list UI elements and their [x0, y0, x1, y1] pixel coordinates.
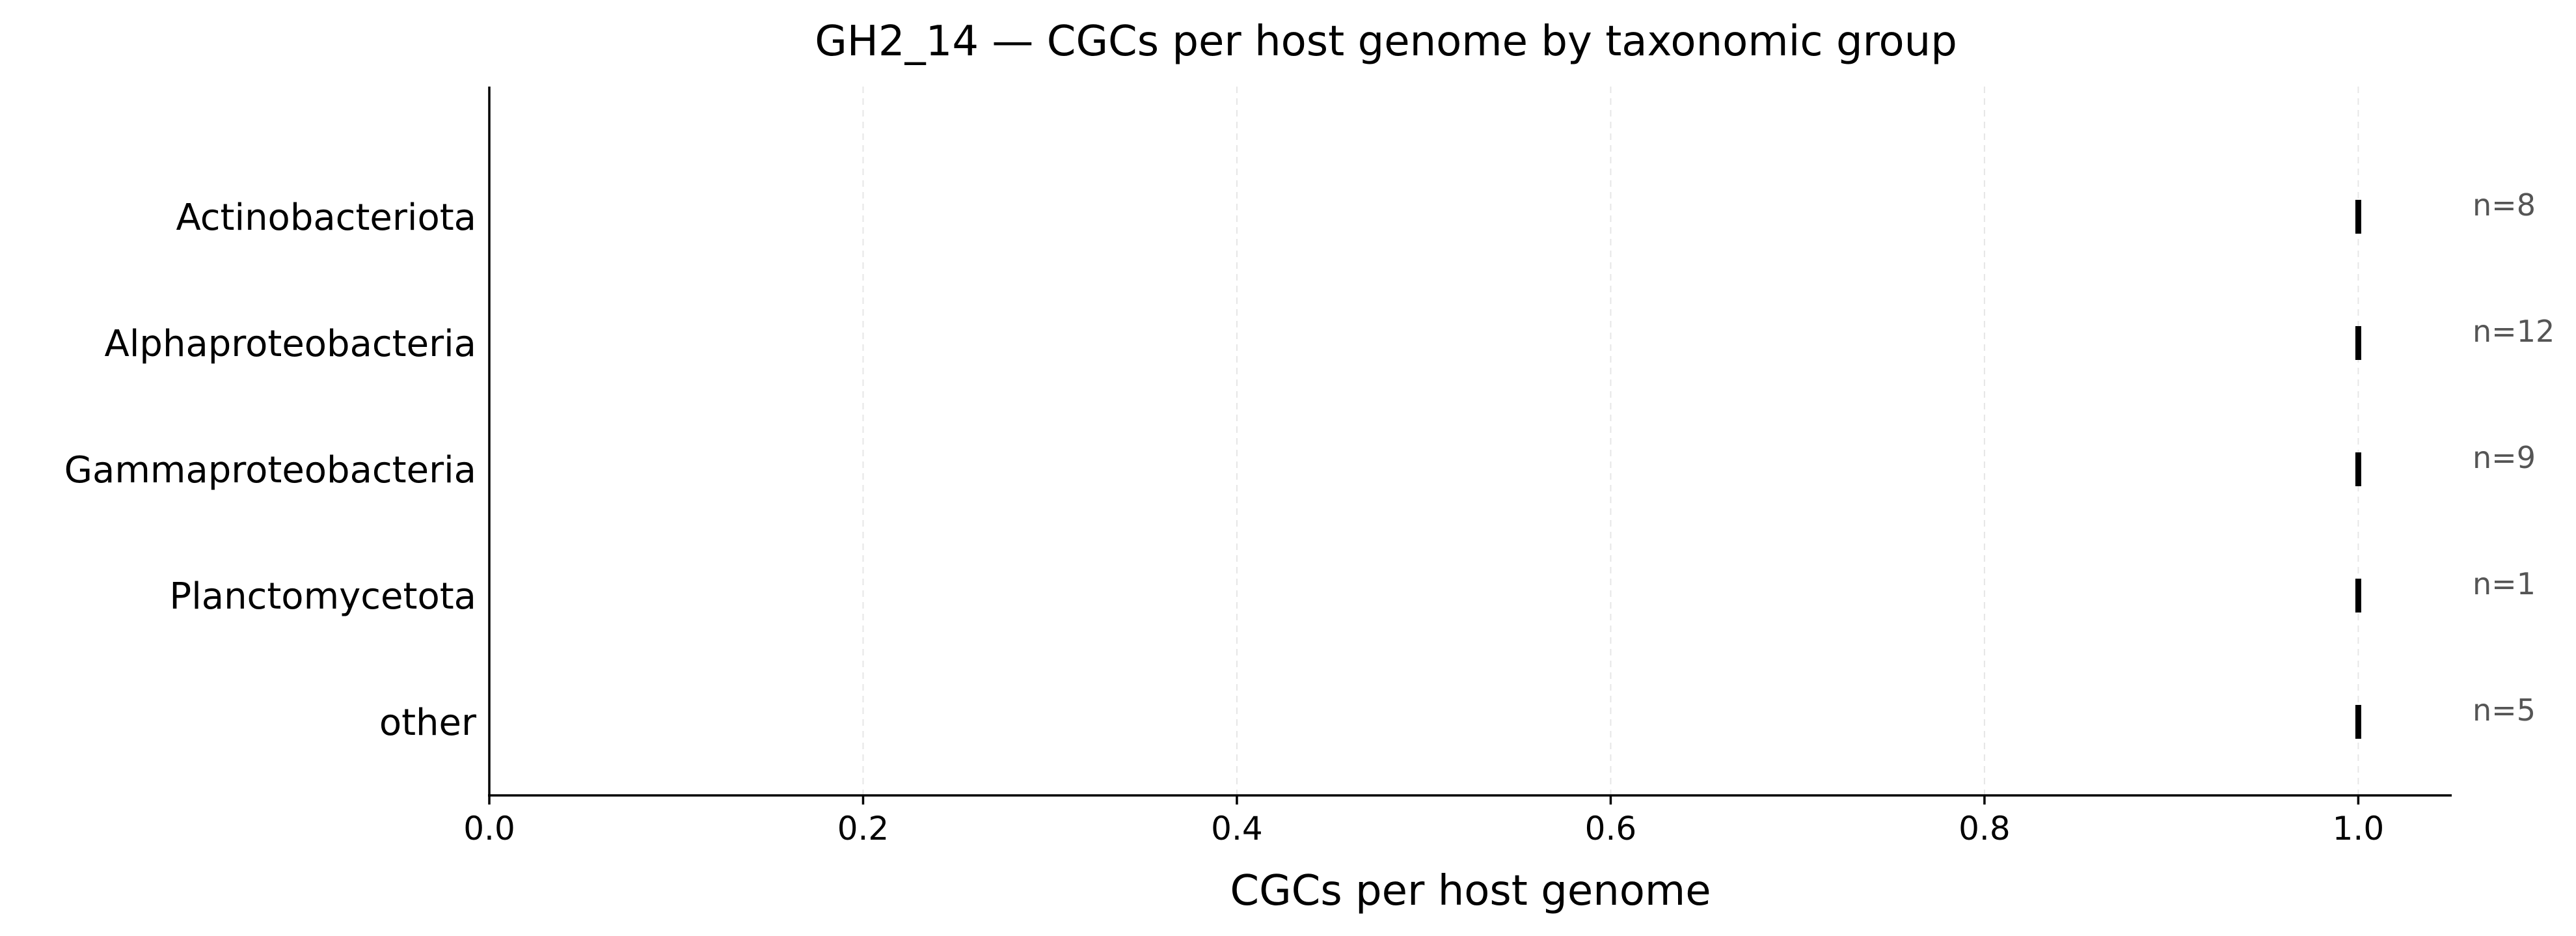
- chart-title: GH2_14 — CGCs per host genome by taxonom…: [815, 18, 1957, 66]
- x-tick-label: 0.6: [1585, 810, 1637, 847]
- y-category-label: Actinobacteriota: [176, 197, 476, 239]
- y-category-label: other: [379, 702, 477, 744]
- grid-layer: [862, 87, 2359, 795]
- x-tick-label: 0.0: [463, 810, 515, 847]
- count-label-layer: n=8 n=12 n=9 n=1 n=5: [2473, 187, 2555, 728]
- count-label: n=1: [2473, 566, 2536, 601]
- y-category-label: Planctomycetota: [169, 575, 476, 618]
- y-label-layer: Actinobacteriota Alphaproteobacteria Gamma…: [64, 197, 477, 744]
- count-label: n=9: [2473, 440, 2536, 475]
- x-tick-label: 0.4: [1211, 810, 1263, 847]
- x-tick-label: 0.8: [1959, 810, 2011, 847]
- count-label: n=12: [2473, 314, 2555, 349]
- x-tick-layer: 0.0 0.2 0.4 0.6 0.8 1.0: [463, 795, 2384, 847]
- count-label: n=5: [2473, 693, 2536, 728]
- y-category-label: Alphaproteobacteria: [105, 323, 476, 365]
- y-category-label: Gammaproteobacteria: [64, 449, 476, 491]
- x-tick-label: 0.2: [837, 810, 889, 847]
- x-tick-label: 1.0: [2333, 810, 2385, 847]
- count-label: n=8: [2473, 187, 2536, 223]
- x-axis-label: CGCs per host genome: [1230, 867, 1711, 915]
